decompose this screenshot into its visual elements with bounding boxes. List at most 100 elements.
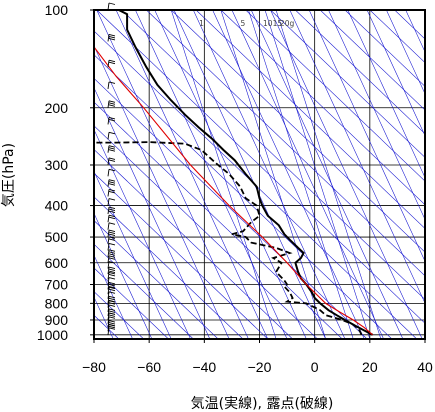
- wind-barb-feather: [108, 322, 116, 325]
- wind-barb-feather: [108, 261, 116, 264]
- dry-adiabat-line: [245, 10, 425, 182]
- dry-adiabat-line: [94, 54, 393, 339]
- wind-barb-feather: [108, 286, 116, 290]
- x-axis-title: 気温(実線), 露点(破線): [191, 396, 334, 412]
- wind-barb: [107, 34, 116, 42]
- adiabat-line: [386, 10, 425, 95]
- wind-barb-staff: [107, 215, 110, 223]
- adiabat-line: [94, 87, 211, 339]
- wind-barb-feather: [108, 270, 116, 273]
- wind-barb-staff: [107, 316, 110, 324]
- wind-barb-feather: [108, 118, 116, 122]
- wind-barb: [107, 81, 116, 90]
- wind-barb-feather: [108, 222, 116, 225]
- x-tick-label: 0: [311, 359, 319, 375]
- wind-barb-feather: [108, 229, 116, 232]
- wind-barb-feather: [108, 295, 116, 299]
- wind-barb: [107, 266, 116, 275]
- wind-barb-feather: [108, 233, 116, 236]
- y-tick-label: 300: [45, 157, 69, 173]
- wind-barb-feather: [108, 168, 116, 172]
- wind-barb-feather: [108, 238, 116, 241]
- wind-barb-feather: [108, 159, 116, 162]
- wind-barb-staff: [107, 236, 110, 244]
- wind-barb-staff: [107, 207, 110, 215]
- x-tick-label: −80: [82, 359, 106, 375]
- wind-barb-staff: [107, 132, 110, 140]
- wind-barb: [107, 179, 116, 187]
- wind-barb-feather: [108, 61, 116, 65]
- wind-barb-staff: [107, 189, 110, 197]
- wind-barb-staff: [107, 272, 110, 280]
- wind-barb-staff: [107, 145, 110, 153]
- wind-barb-staff: [107, 169, 110, 177]
- wind-barb-feather: [108, 214, 116, 218]
- dry-adiabat-line: [344, 10, 425, 87]
- wind-barb: [107, 327, 116, 335]
- wind-barb-feather: [108, 38, 116, 41]
- dry-adiabat-line: [94, 291, 144, 339]
- mixing-ratio-line: [264, 10, 371, 339]
- dry-adiabat-line: [121, 10, 425, 300]
- wind-barb: [107, 304, 116, 312]
- wind-barb: [107, 59, 116, 68]
- wind-barb-feather: [108, 34, 116, 37]
- y-tick-label: 800: [45, 295, 69, 311]
- wind-barb-feather: [108, 297, 116, 301]
- adiabat-line: [424, 10, 425, 11]
- wind-barb-feather: [108, 277, 116, 280]
- wind-barb-staff: [107, 249, 110, 257]
- dry-adiabat-line: [94, 243, 194, 339]
- wind-barb-staff: [107, 324, 110, 332]
- wind-barb: [107, 214, 116, 223]
- wind-barb-staff: [107, 300, 110, 308]
- wind-barb: [107, 320, 116, 328]
- wind-barb-feather: [108, 206, 116, 210]
- adiabat-line: [308, 10, 425, 262]
- wind-barb-staff: [107, 34, 110, 42]
- wind-barb-feather: [108, 59, 116, 63]
- wind-barb-staff: [107, 291, 110, 299]
- adiabat-line: [231, 10, 384, 339]
- dry-adiabat-line: [319, 10, 425, 111]
- adiabat-line: [289, 10, 425, 304]
- wind-barb-feather: [108, 210, 116, 214]
- wind-barb-feather: [108, 308, 116, 311]
- dry-adiabat-line: [195, 10, 425, 229]
- y-axis-title: 気圧(hPa): [1, 143, 17, 207]
- wind-barb-feather: [108, 253, 116, 256]
- wind-barb: [107, 291, 116, 299]
- mixing-ratio-label: 15: [273, 19, 283, 28]
- adiabat-line: [96, 10, 249, 339]
- wind-barb-staff: [107, 277, 110, 285]
- adiabat-line: [212, 10, 365, 339]
- wind-barb-staff: [107, 296, 110, 304]
- dry-adiabat-line: [295, 10, 425, 135]
- wind-barb-staff: [107, 255, 110, 263]
- wind-barb-feather: [108, 288, 116, 292]
- wind-barb-feather: [108, 284, 116, 287]
- wind-barb-feather: [108, 324, 116, 327]
- wind-barb-staff: [107, 222, 110, 230]
- dry-adiabat-line: [270, 10, 425, 158]
- wind-barb: [107, 189, 116, 197]
- wind-barb: [107, 168, 116, 177]
- y-tick-label: 700: [45, 277, 69, 293]
- wind-barb-staff: [107, 60, 110, 68]
- dry-adiabat-line: [220, 10, 425, 206]
- wind-barb-feather: [108, 304, 116, 307]
- wind-barb-feather: [108, 208, 116, 212]
- wind-barb: [107, 261, 116, 269]
- wind-barb-staff: [107, 282, 110, 290]
- x-tick-label: −60: [137, 359, 161, 375]
- adiabat-line: [135, 10, 288, 339]
- wind-barb: [107, 116, 116, 125]
- wind-barb-feather: [108, 183, 116, 186]
- chart-series: [94, 10, 374, 336]
- wind-barb-staff: [107, 261, 110, 269]
- x-tick-label: −20: [248, 359, 272, 375]
- wind-barb: [107, 255, 116, 263]
- adiabat-line: [270, 10, 423, 339]
